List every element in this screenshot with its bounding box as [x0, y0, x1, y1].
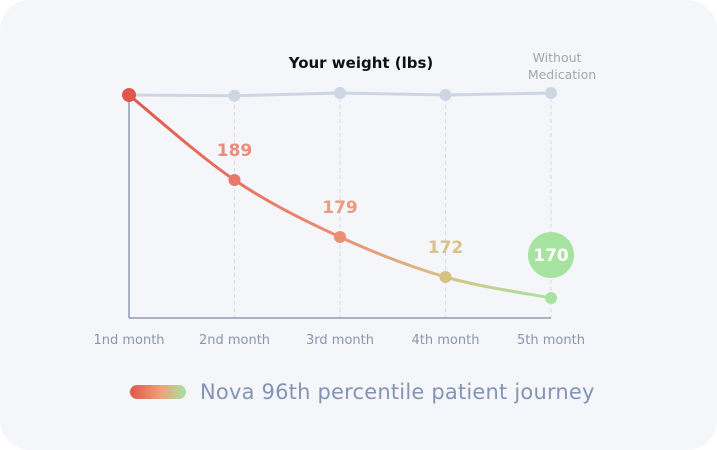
journey-point	[439, 271, 452, 283]
x-tick-label: 5th month	[517, 333, 585, 348]
x-tick-label: 1nd month	[93, 333, 164, 348]
data-label: 189	[217, 141, 253, 161]
x-tick-label: 3rd month	[306, 333, 374, 348]
data-label: 170	[533, 246, 569, 266]
x-tick-label: 2nd month	[199, 333, 270, 348]
data-label: 172	[428, 238, 464, 258]
final-value-badge	[528, 232, 574, 278]
chart-legend: Nova 96th percentile patient journey	[130, 380, 595, 404]
data-label: 179	[322, 198, 358, 218]
journey-point	[122, 88, 136, 102]
without-medication-label-line2: Medication	[528, 67, 596, 82]
without-medication-point	[334, 87, 346, 99]
journey-point	[334, 231, 346, 243]
without-medication-label-line1: Without	[533, 50, 582, 65]
journey-point	[228, 174, 241, 186]
chart-title: Your weight (lbs)	[288, 54, 434, 72]
without-medication-point	[439, 89, 452, 101]
without-medication-point	[545, 87, 557, 99]
legend-label: Nova 96th percentile patient journey	[200, 380, 595, 404]
journey-point	[545, 292, 557, 304]
x-tick-label: 4th month	[412, 333, 480, 348]
legend-gradient-swatch	[130, 385, 186, 399]
without-medication-point	[228, 89, 241, 102]
